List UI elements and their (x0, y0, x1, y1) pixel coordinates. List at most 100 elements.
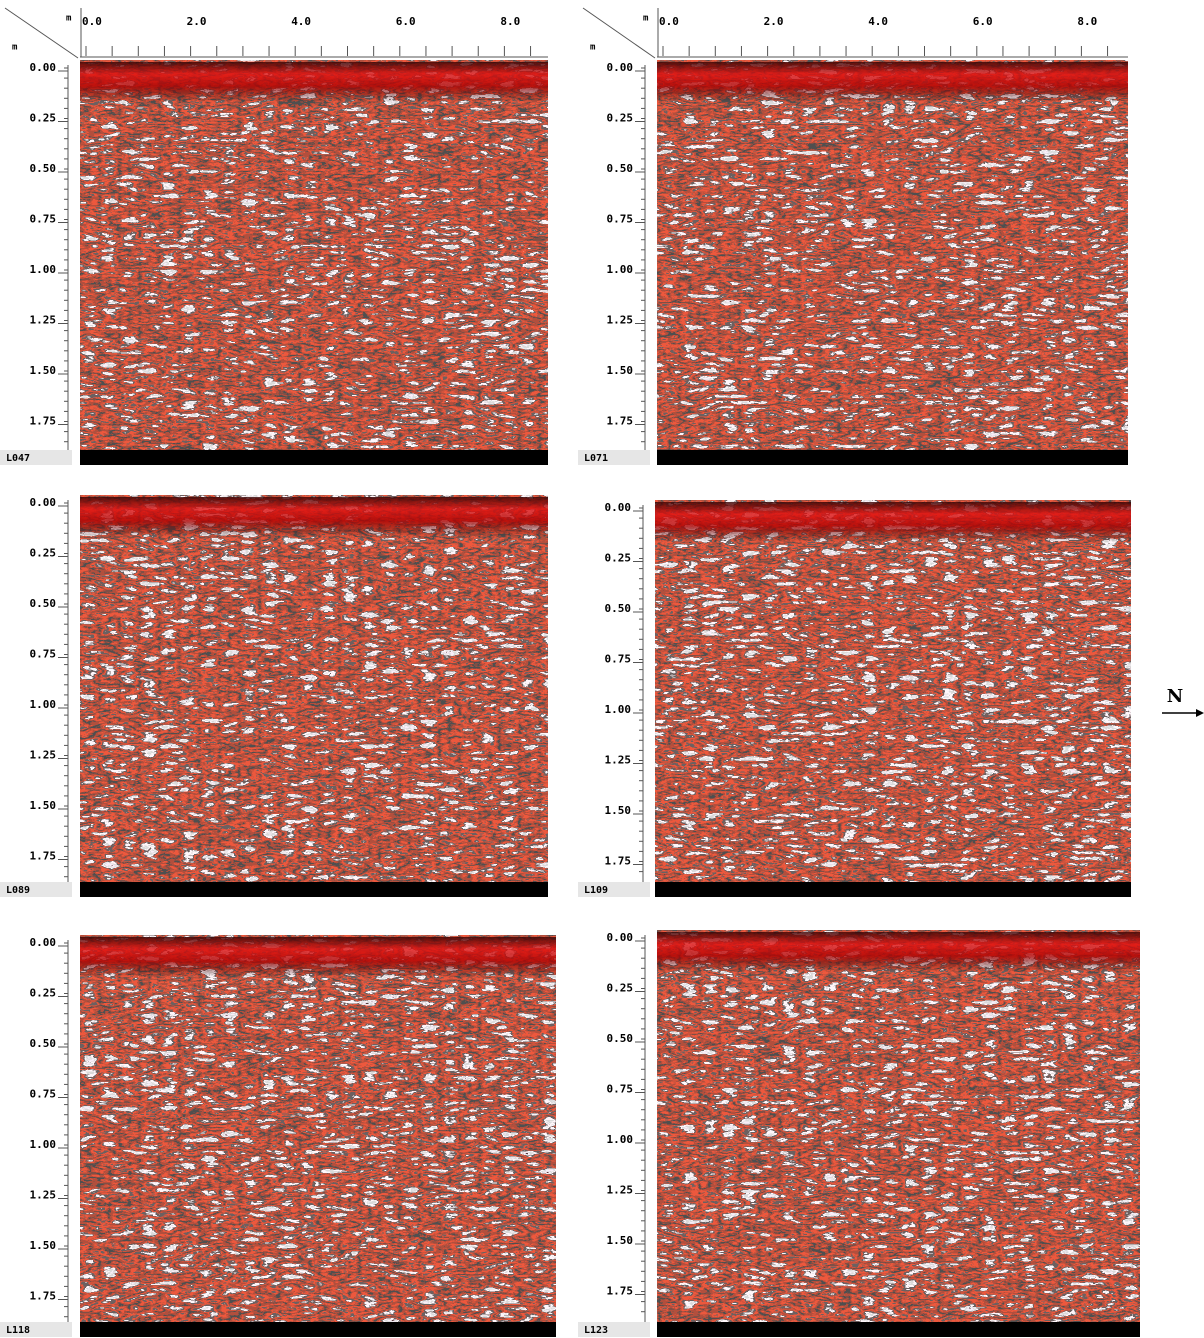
line-label: L047 (6, 453, 30, 464)
x-tick-label: 0.0 (82, 15, 102, 28)
depth-tick-label: 1.00 (605, 703, 632, 716)
label-box (578, 1322, 650, 1337)
radargram (80, 60, 548, 450)
surface-band (657, 62, 1128, 102)
depth-tick-label: 0.25 (607, 112, 634, 125)
depth-tick-label: 0.75 (607, 213, 634, 226)
depth-tick-label: 1.50 (30, 364, 57, 377)
depth-tick-label: 1.00 (607, 263, 634, 276)
x-tick-label: 2.0 (764, 15, 784, 28)
depth-tick-label: 1.25 (607, 1184, 634, 1197)
depth-tick-label: 0.50 (30, 1037, 57, 1050)
x-tick-label: 4.0 (291, 15, 311, 28)
line-label: L071 (584, 453, 608, 464)
depth-tick-label: 1.75 (30, 850, 57, 863)
surface-band (657, 932, 1140, 972)
line-label: L089 (6, 885, 30, 896)
x-unit: m (643, 14, 649, 24)
depth-tick-label: 1.75 (607, 1285, 634, 1298)
depth-tick-label: 0.75 (30, 648, 57, 661)
x-tick-label: 2.0 (187, 15, 207, 28)
bottom-bar (80, 1322, 556, 1337)
depth-tick-label: 1.25 (605, 754, 632, 767)
radargram (80, 495, 548, 882)
depth-tick-label: 0.75 (30, 1088, 57, 1101)
depth-axis (0, 930, 78, 1322)
bottom-bar (80, 882, 548, 897)
depth-unit: m (12, 43, 18, 53)
depth-tick-label: 1.25 (607, 314, 634, 327)
label-box (578, 882, 650, 897)
radargram (657, 60, 1128, 450)
line-label: L118 (6, 1325, 30, 1336)
depth-tick-label: 0.00 (30, 61, 57, 74)
x-tick-label: 6.0 (396, 15, 416, 28)
label-box (0, 1322, 72, 1337)
corner-diagonal (4, 7, 79, 59)
bottom-bar (655, 882, 1131, 897)
depth-tick-label: 1.25 (30, 314, 57, 327)
line-label: L123 (584, 1325, 608, 1336)
compass-arrowhead (1196, 709, 1204, 717)
depth-axis (0, 55, 78, 450)
depth-tick-label: 0.25 (30, 547, 57, 560)
depth-tick-label: 1.50 (30, 1239, 57, 1252)
depth-tick-label: 1.00 (607, 1133, 634, 1146)
depth-tick-label: 0.50 (607, 1032, 634, 1045)
depth-tick-label: 0.50 (607, 162, 634, 175)
depth-tick-label: 0.50 (605, 602, 632, 615)
depth-tick-label: 1.25 (30, 1189, 57, 1202)
depth-tick-label: 0.25 (607, 982, 634, 995)
depth-unit: m (590, 43, 596, 53)
x-tick-label: 4.0 (868, 15, 888, 28)
radargram (80, 935, 556, 1322)
depth-axis (0, 490, 78, 882)
surface-band (80, 497, 548, 537)
depth-axis (578, 495, 653, 882)
depth-tick-label: 0.00 (605, 501, 632, 514)
surface-band (655, 502, 1131, 542)
radargram (657, 930, 1140, 1322)
depth-tick-label: 0.50 (30, 162, 57, 175)
depth-tick-label: 0.25 (30, 987, 57, 1000)
depth-tick-label: 0.50 (30, 597, 57, 610)
depth-tick-label: 1.75 (30, 415, 57, 428)
depth-tick-label: 0.00 (30, 936, 57, 949)
x-unit: m (66, 14, 72, 24)
depth-tick-label: 0.00 (30, 496, 57, 509)
surface-band (80, 62, 548, 102)
depth-tick-label: 0.75 (30, 213, 57, 226)
depth-tick-label: 1.75 (607, 415, 634, 428)
depth-tick-label: 0.00 (607, 61, 634, 74)
depth-tick-label: 0.00 (607, 931, 634, 944)
depth-tick-label: 1.25 (30, 749, 57, 762)
depth-tick-label: 1.50 (607, 1234, 634, 1247)
depth-tick-label: 0.25 (605, 552, 632, 565)
x-tick-label: 8.0 (500, 15, 520, 28)
compass-label: N (1167, 686, 1183, 707)
depth-axis (578, 55, 655, 450)
depth-tick-label: 0.75 (607, 1083, 634, 1096)
x-tick-label: 6.0 (973, 15, 993, 28)
corner-diagonal (582, 7, 656, 59)
line-label: L109 (584, 885, 608, 896)
depth-tick-label: 1.50 (30, 799, 57, 812)
depth-tick-label: 0.75 (605, 653, 632, 666)
x-tick-label: 8.0 (1077, 15, 1097, 28)
depth-tick-label: 1.50 (607, 364, 634, 377)
bottom-bar (657, 450, 1128, 465)
depth-tick-label: 0.25 (30, 112, 57, 125)
x-tick-label: 0.0 (659, 15, 679, 28)
depth-tick-label: 1.50 (605, 804, 632, 817)
depth-tick-label: 1.00 (30, 263, 57, 276)
depth-tick-label: 1.75 (605, 855, 632, 868)
label-box (0, 882, 72, 897)
label-box (578, 450, 650, 465)
radargram (655, 500, 1131, 882)
surface-band (80, 937, 556, 977)
depth-tick-label: 1.00 (30, 1138, 57, 1151)
bottom-bar (657, 1322, 1140, 1337)
bottom-bar (80, 450, 548, 465)
label-box (0, 450, 72, 465)
